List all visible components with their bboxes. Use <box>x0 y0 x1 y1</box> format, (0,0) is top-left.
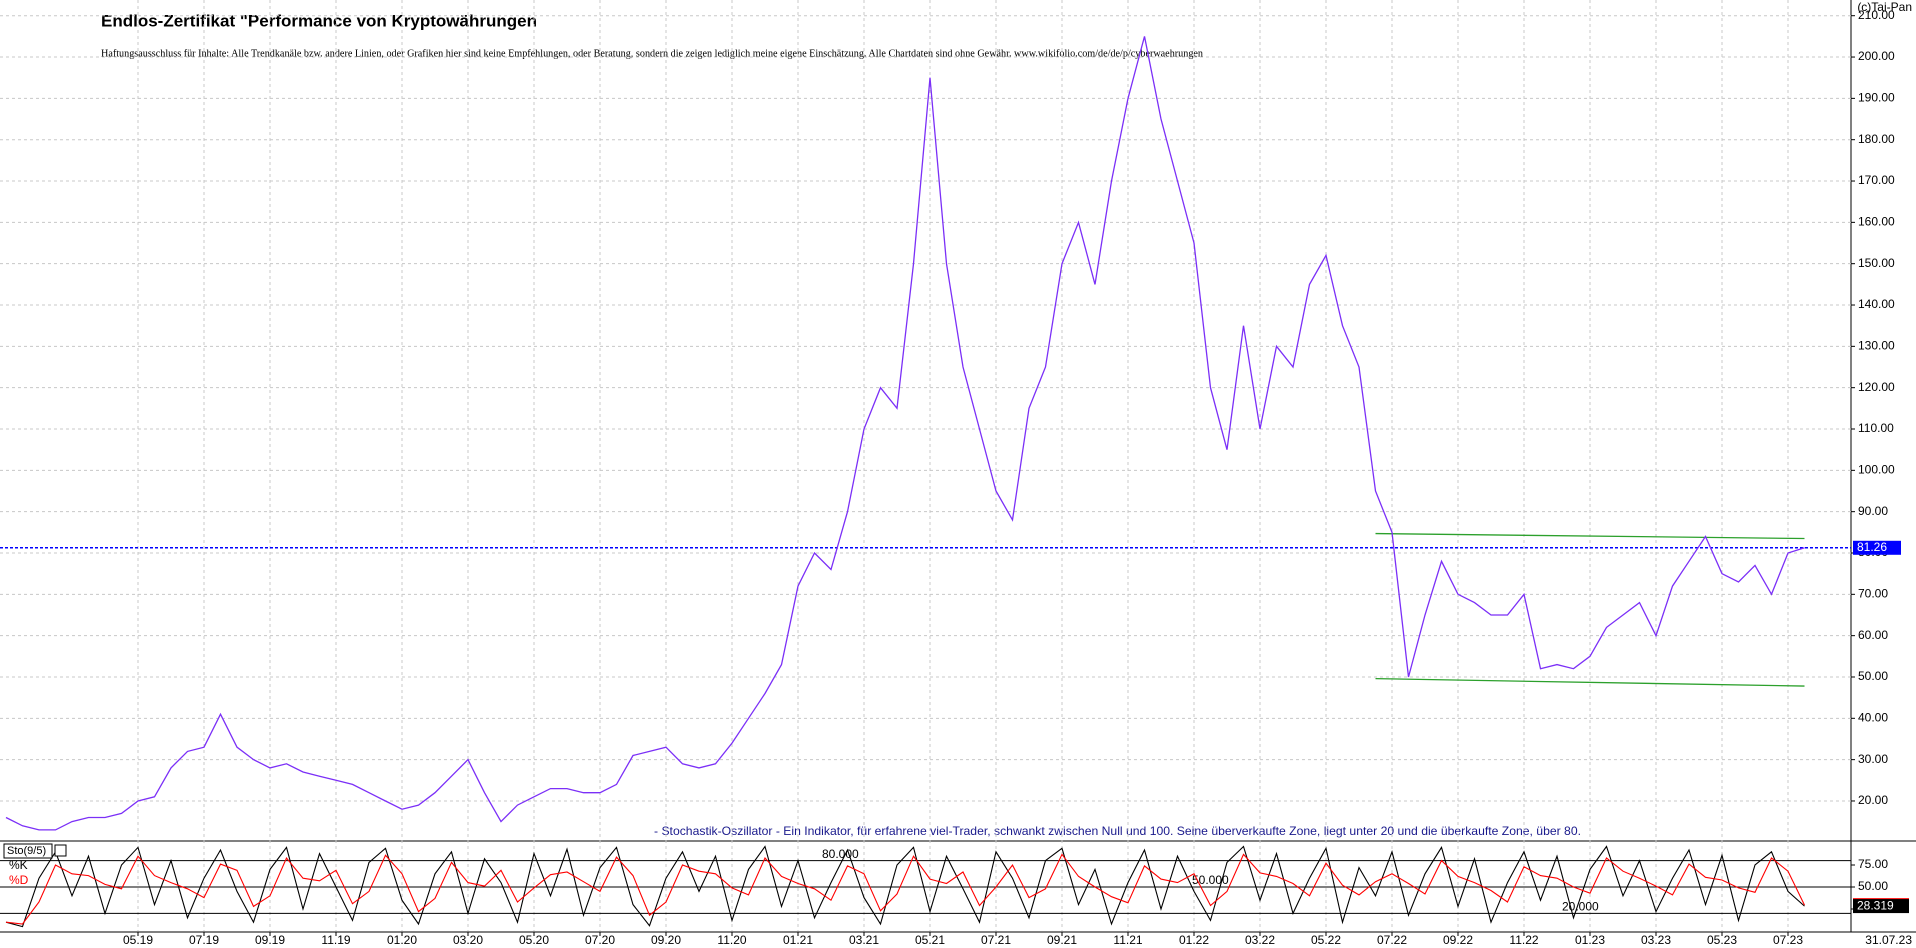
value-label: 28.319 <box>1857 898 1894 912</box>
chart-title: Endlos-Zertifikat "Performance von Krypt… <box>101 11 537 30</box>
y-tick-label: 210.00 <box>1858 8 1895 22</box>
y-tick-label: 100.00 <box>1858 463 1895 477</box>
x-tick-label: 07.22 <box>1377 933 1407 947</box>
x-tick-label: 01.23 <box>1575 933 1605 947</box>
disclaimer: Haftungsausschluss für Inhalte: Alle Tre… <box>101 48 1203 59</box>
line-series <box>5 853 1805 925</box>
x-tick-label: 11.22 <box>1509 933 1538 947</box>
date-label: 31.07.23 <box>1865 933 1912 947</box>
x-tick-label: 05.21 <box>915 933 945 947</box>
legend-icon[interactable] <box>54 844 67 857</box>
x-tick-label: 03.23 <box>1641 933 1671 947</box>
value-box <box>1853 899 1909 914</box>
y-tick-label: 120.00 <box>1858 380 1895 394</box>
y-tick-label: 70.00 <box>1858 586 1888 600</box>
osc-caption: - Stochastik-Oszillator - Ein Indikator,… <box>654 824 1581 838</box>
y-tick-label: 60.00 <box>1858 628 1888 642</box>
x-tick-label: 03.22 <box>1245 933 1275 947</box>
y-tick-label: 20.00 <box>1858 793 1888 807</box>
y-tick-label: 50.00 <box>1858 879 1888 893</box>
x-tick-label: 09.19 <box>255 933 285 947</box>
line-series <box>5 36 1805 831</box>
y-tick-label: 140.00 <box>1858 297 1895 311</box>
legend-entry: %D <box>9 873 29 887</box>
x-tick-label: 07.23 <box>1773 933 1803 947</box>
x-tick-label: 01.22 <box>1179 933 1209 947</box>
x-tick-label: 05.23 <box>1707 933 1737 947</box>
y-tick-label: 180.00 <box>1858 132 1895 146</box>
x-tick-label: 03.20 <box>453 933 483 947</box>
level-label: 20.000 <box>1562 900 1599 914</box>
x-tick-label: 07.20 <box>585 933 615 947</box>
x-tick-label: 03.21 <box>849 933 879 947</box>
y-tick-label: 90.00 <box>1858 504 1888 518</box>
y-tick-label: 75.00 <box>1858 857 1888 871</box>
x-tick-label: 09.22 <box>1443 933 1473 947</box>
level-label: 80.000 <box>822 847 859 861</box>
x-tick-label: 11.19 <box>321 933 350 947</box>
x-tick-label: 05.22 <box>1311 933 1341 947</box>
legend-entry: %K <box>9 858 28 872</box>
x-tick-label: 01.21 <box>783 933 813 947</box>
value-label: 81.26 <box>1857 540 1887 554</box>
x-tick-label: 09.21 <box>1047 933 1077 947</box>
trend-line <box>1375 532 1805 540</box>
x-tick-label: 11.20 <box>717 933 746 947</box>
y-tick-label: 170.00 <box>1858 173 1895 187</box>
level-label: 50.000 <box>1192 873 1229 887</box>
legend-box <box>3 843 53 859</box>
y-tick-label: 50.00 <box>1858 669 1888 683</box>
x-tick-label: 07.21 <box>981 933 1011 947</box>
legend-title: Sto(9/5) <box>7 845 46 857</box>
trend-line <box>1375 677 1805 687</box>
x-tick-label: 11.21 <box>1113 933 1142 947</box>
x-tick-label: 09.20 <box>651 933 681 947</box>
source: (c)Tai-Pan <box>1857 0 1912 14</box>
y-tick-label: 110.00 <box>1858 421 1894 435</box>
y-tick-label: 190.00 <box>1858 91 1895 105</box>
line-series <box>5 845 1805 928</box>
y-tick-label: 40.00 <box>1858 710 1888 724</box>
y-tick-label: 160.00 <box>1858 215 1895 229</box>
x-tick-label: 07.19 <box>189 933 219 947</box>
x-tick-label: 05.20 <box>519 933 549 947</box>
x-tick-label: 01.20 <box>387 933 417 947</box>
y-tick-label: 30.00 <box>1858 752 1888 766</box>
y-tick-label: 200.00 <box>1858 49 1895 63</box>
y-tick-label: 150.00 <box>1858 256 1895 270</box>
x-tick-label: 05.19 <box>123 933 153 947</box>
value-box <box>1853 540 1901 555</box>
y-tick-label: 130.00 <box>1858 339 1895 353</box>
